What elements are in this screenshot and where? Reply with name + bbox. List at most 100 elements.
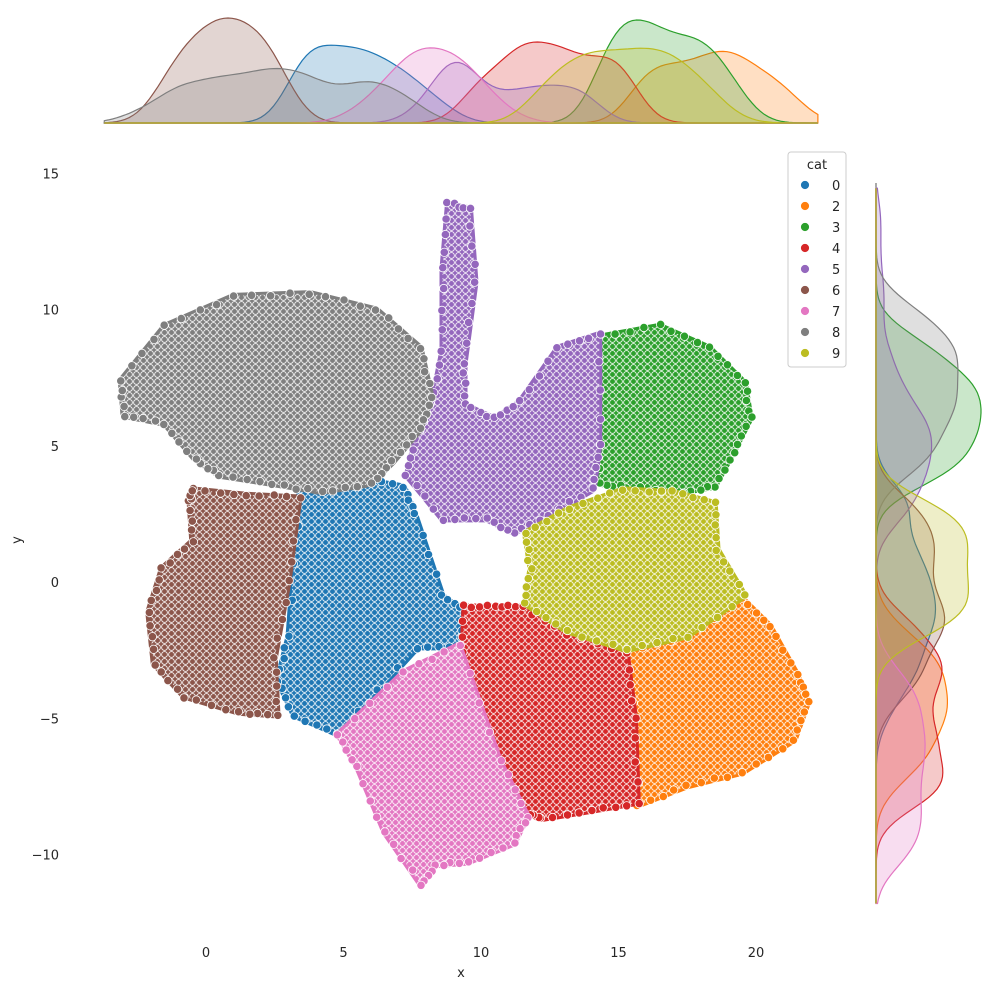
scatter-point xyxy=(578,498,588,508)
legend-label: 5 xyxy=(832,263,840,278)
scatter-point xyxy=(484,727,495,737)
scatter-point xyxy=(637,640,647,651)
legend-marker xyxy=(800,243,810,253)
scatter-point xyxy=(144,607,154,618)
scatter-point xyxy=(771,631,781,642)
scatter-point xyxy=(740,378,750,388)
scatter-point xyxy=(403,495,413,505)
scatter-point xyxy=(588,483,598,493)
scatter-point xyxy=(340,482,350,492)
scatter-point xyxy=(547,812,558,823)
scatter-point xyxy=(563,339,573,349)
y-tick-label: −5 xyxy=(40,712,59,727)
scatter-point xyxy=(271,696,281,707)
legend-marker xyxy=(800,306,810,316)
scatter-point xyxy=(146,595,156,606)
scatter-point xyxy=(711,510,721,520)
scatter-point xyxy=(486,847,496,858)
legend-entry-6: 6 xyxy=(800,284,840,299)
x-tick-label: 0 xyxy=(202,946,210,961)
scatter-point xyxy=(255,476,265,487)
scatter-point xyxy=(730,448,740,458)
scatter-point xyxy=(633,777,643,787)
cluster-texture-6 xyxy=(148,489,300,716)
scatter-point xyxy=(520,818,531,828)
scatter-point xyxy=(147,632,157,642)
scatter-point xyxy=(138,413,148,424)
scatter-point xyxy=(187,516,197,526)
scatter-point xyxy=(156,563,166,573)
scatter-point xyxy=(156,667,166,677)
scatter-point xyxy=(288,536,298,546)
scatter-point xyxy=(747,412,757,422)
scatter-point xyxy=(710,482,720,492)
scatter-point xyxy=(457,632,468,642)
scatter-point xyxy=(799,707,809,717)
scatter-point xyxy=(742,386,753,396)
scatter-point xyxy=(396,853,406,864)
scatter-point xyxy=(389,839,399,849)
scatter-point xyxy=(741,421,751,431)
scatter-point xyxy=(725,455,735,465)
scatter-point xyxy=(386,456,397,466)
scatter-point xyxy=(457,616,468,626)
scatter-point xyxy=(667,486,677,496)
scatter-point xyxy=(786,658,796,668)
scatter-point xyxy=(658,791,668,802)
scatter-point xyxy=(318,486,328,496)
scatter-point xyxy=(245,709,255,719)
scatter-point xyxy=(639,322,649,333)
scatter-point xyxy=(732,439,743,449)
scatter-point xyxy=(469,277,480,287)
scatter-point xyxy=(412,480,422,491)
scatter-point xyxy=(179,693,189,703)
scatter-point xyxy=(279,643,289,653)
scatter-point xyxy=(287,557,297,567)
scatter-point xyxy=(713,351,723,361)
scatter-point xyxy=(523,555,533,566)
scatter-point xyxy=(625,327,635,337)
scatter-point xyxy=(300,716,310,726)
scatter-point xyxy=(427,392,437,402)
scatter-point xyxy=(355,301,365,311)
scatter-point xyxy=(598,803,608,813)
scatter-point xyxy=(610,329,620,339)
scatter-point xyxy=(463,317,474,327)
scatter-point xyxy=(458,600,469,610)
scatter-point xyxy=(174,437,184,447)
legend-label: 4 xyxy=(832,242,840,257)
scatter-point xyxy=(450,514,460,525)
scatter-point xyxy=(242,474,252,485)
scatter-point xyxy=(165,558,175,568)
scatter-point xyxy=(384,313,394,323)
scatter-point xyxy=(332,730,342,740)
scatter-point xyxy=(510,785,520,795)
scatter-point xyxy=(474,853,485,863)
scatter-point xyxy=(462,338,472,348)
scatter-point xyxy=(683,632,693,642)
scatter-point xyxy=(471,513,481,524)
scatter-point xyxy=(474,602,485,612)
legend-marker xyxy=(800,327,810,337)
scatter-point xyxy=(541,613,551,623)
scatter-point xyxy=(434,360,445,370)
scatter-point xyxy=(765,622,775,632)
scatter-point xyxy=(159,320,169,330)
scatter-point xyxy=(489,517,499,527)
scatter-point xyxy=(681,780,691,790)
scatter-point xyxy=(296,493,306,503)
scatter-point xyxy=(425,378,435,389)
legend-marker xyxy=(800,264,810,274)
scatter-point xyxy=(254,491,264,501)
scatter-point xyxy=(229,489,239,500)
scatter-point xyxy=(718,557,729,567)
scatter-point xyxy=(129,412,139,422)
scatter-point xyxy=(272,633,282,643)
scatter-point xyxy=(350,714,360,724)
legend-label: 6 xyxy=(832,284,840,299)
legend-label: 8 xyxy=(832,326,840,341)
scatter-point xyxy=(151,585,162,596)
scatter-point xyxy=(291,484,301,494)
scatter-point xyxy=(793,669,803,680)
scatter-point xyxy=(365,796,375,806)
